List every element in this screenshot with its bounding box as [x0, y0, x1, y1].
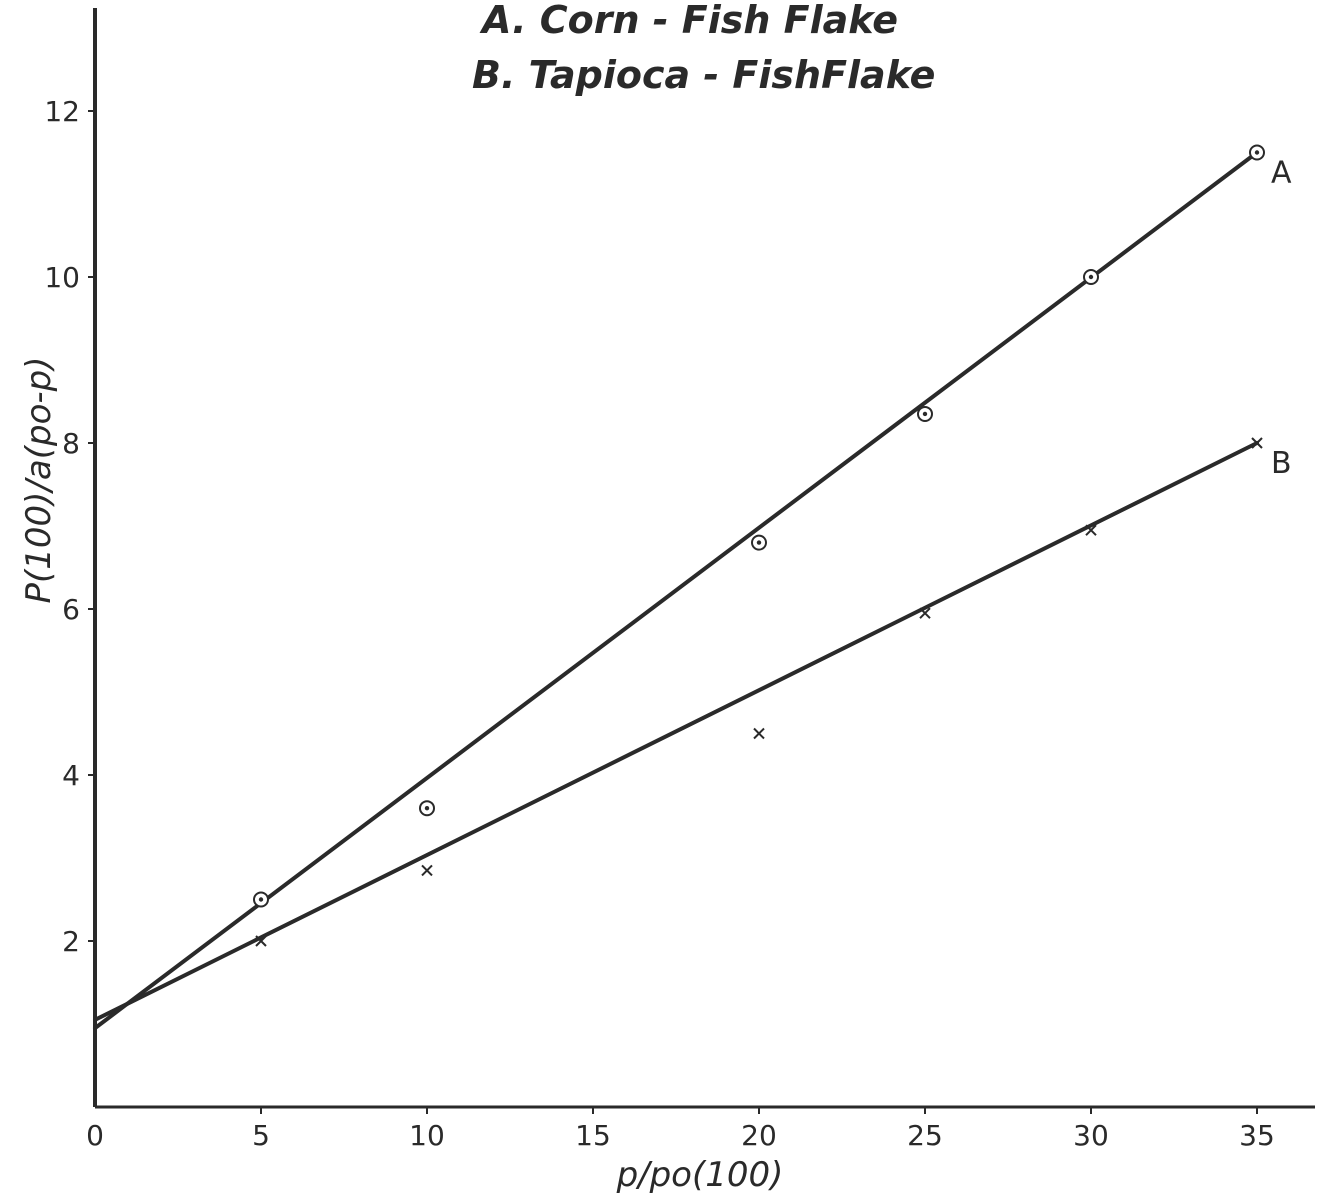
point-b	[421, 864, 433, 877]
point-a	[917, 405, 933, 422]
x-tick-label: 20	[741, 1119, 777, 1152]
fit-line-b	[93, 441, 1259, 1022]
x-tick-label: 10	[409, 1119, 445, 1152]
y-tick-label: 6	[62, 593, 80, 626]
point-b	[255, 935, 267, 947]
x-tick-label: 30	[1073, 1119, 1109, 1152]
axes	[93, 8, 1315, 1109]
y-tick-label: 2	[62, 925, 80, 958]
x-tick-label: 35	[1239, 1119, 1275, 1152]
point-b	[753, 727, 765, 740]
y-tick-label: 4	[62, 759, 80, 792]
x-axis-label: p/po(100)	[616, 1155, 784, 1195]
series-label-b: B	[1271, 446, 1292, 481]
fit-line-a	[93, 150, 1259, 1031]
y-axis-label: P(100)/a(po-p)	[19, 357, 59, 604]
point-a	[1249, 144, 1265, 161]
x-tick-label: 0	[86, 1119, 104, 1152]
point-b	[1251, 437, 1263, 449]
x-tick-label: 15	[575, 1119, 611, 1152]
x-tick-label: 25	[907, 1119, 943, 1152]
y-tick-label: 8	[62, 427, 80, 460]
fit-lines	[93, 150, 1259, 1031]
x-tick-label: 5	[252, 1119, 270, 1152]
y-tick-label: 10	[44, 261, 80, 294]
series-label-a: A	[1271, 156, 1292, 191]
ticks: 0 5 10 15 20 25 30 35 2 4 6 8 10 12	[44, 95, 1274, 1152]
data-points	[253, 144, 1265, 947]
legend-entry-b: B. Tapioca - FishFlake	[472, 53, 935, 97]
series-labels: AB	[1271, 156, 1292, 482]
y-tick-label: 12	[44, 95, 80, 128]
legend: A. Corn - Fish Flake B. Tapioca - FishFl…	[472, 0, 935, 97]
point-a	[419, 800, 435, 817]
legend-entry-a: A. Corn - Fish Flake	[479, 0, 898, 42]
point-b	[919, 607, 931, 619]
point-a	[751, 534, 767, 551]
point-b	[1085, 524, 1097, 536]
point-a	[253, 891, 269, 908]
point-a	[1083, 269, 1099, 285]
